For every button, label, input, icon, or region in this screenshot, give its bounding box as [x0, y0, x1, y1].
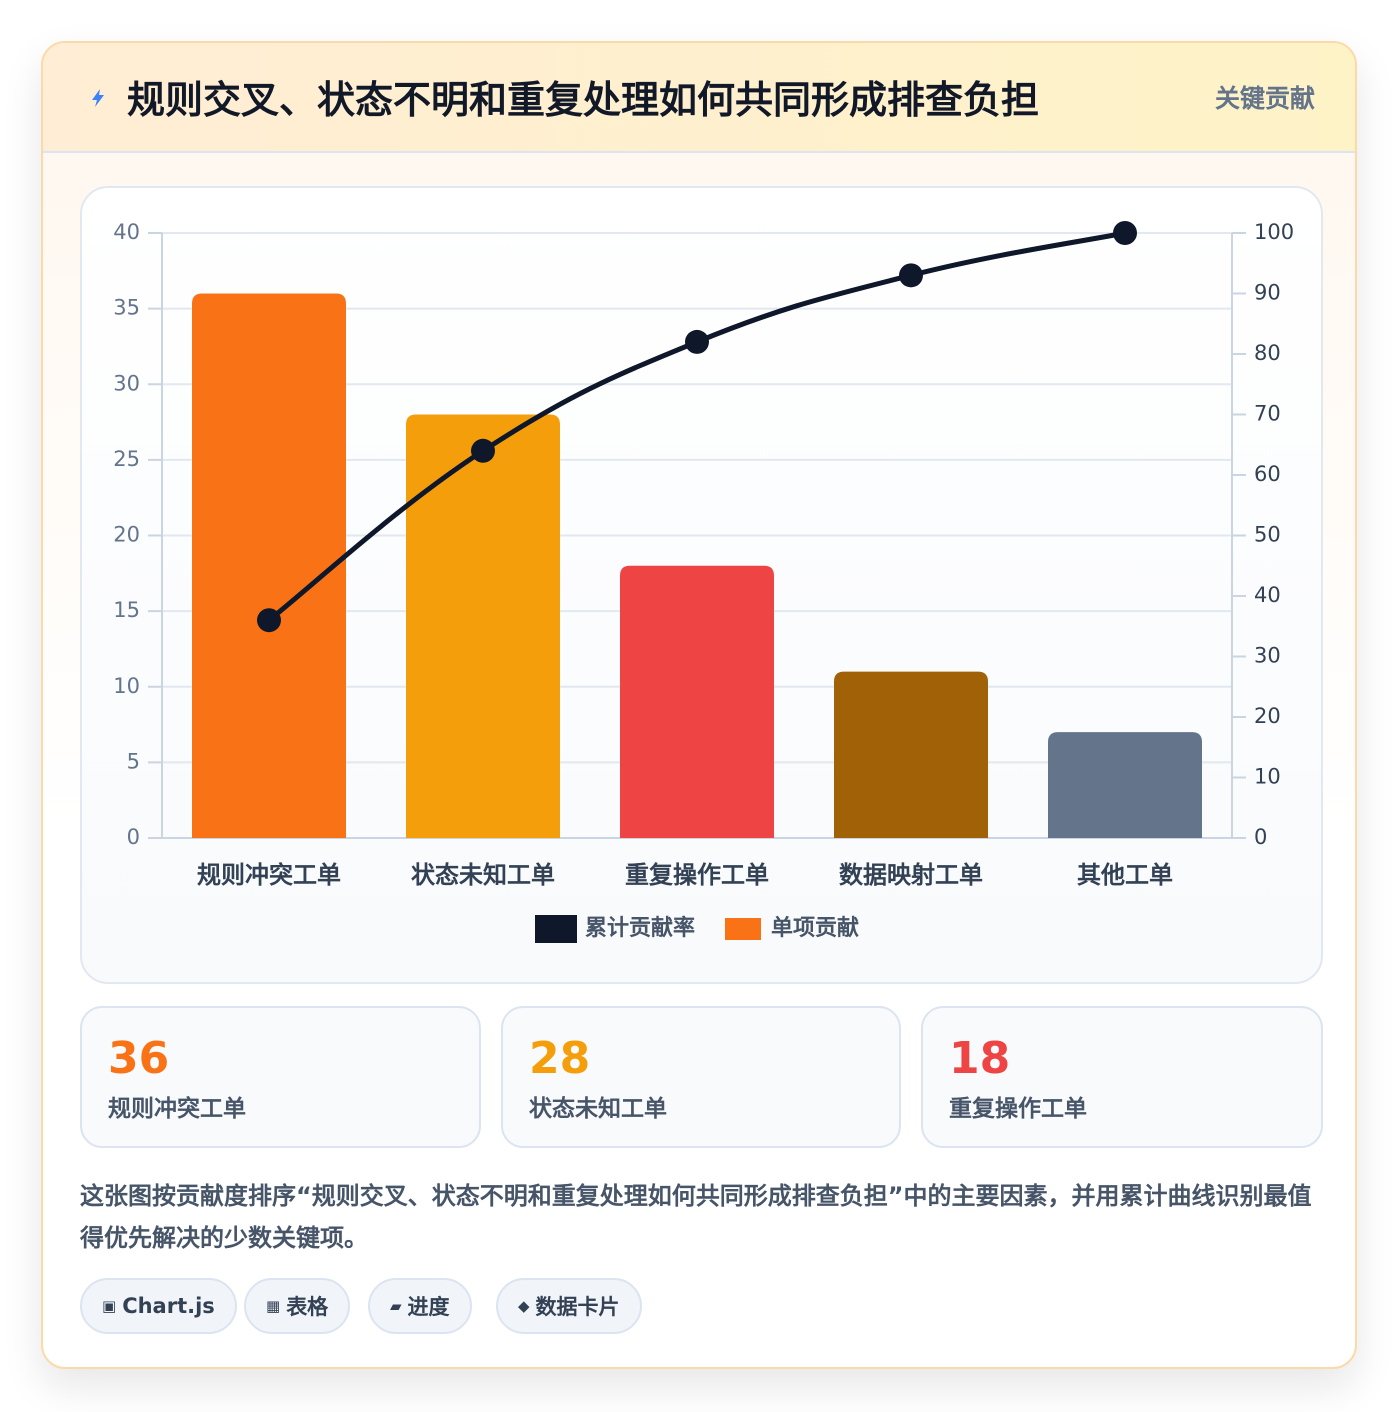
- y-right-tick-label: 100: [1254, 220, 1294, 244]
- report-card: 规则交叉、状态不明和重复处理如何共同形成排查负担 关键贡献 0 5 10 15 20 25…: [41, 41, 1357, 1369]
- x-tick-label: 状态未知工单: [411, 861, 555, 889]
- y-right-tick-label: 40: [1254, 583, 1281, 607]
- stat-value: 36: [108, 1033, 170, 1084]
- stat-label: 规则冲突工单: [108, 1096, 246, 1122]
- card-icon: ◆: [518, 1297, 530, 1315]
- y-left-tick-label: 0: [127, 825, 140, 849]
- bar: [406, 414, 560, 838]
- y-left-tick-label: 5: [127, 749, 140, 773]
- y-left-tick-label: 10: [113, 674, 140, 698]
- cumulative-point: [899, 263, 923, 288]
- stat-value: 28: [529, 1033, 591, 1084]
- header-badge: 关键贡献: [1214, 84, 1315, 113]
- stat-card: 18 重复操作工单: [921, 1006, 1323, 1148]
- y-right-tick-label: 50: [1254, 523, 1281, 547]
- stat-card: 36 规则冲突工单: [80, 1006, 481, 1148]
- legend-label: 累计贡献率: [585, 915, 695, 941]
- y-right-tick-label: 30: [1254, 644, 1281, 668]
- y-left-tick-label: 15: [113, 598, 140, 622]
- cumulative-point: [471, 438, 495, 463]
- x-tick-label: 规则冲突工单: [197, 861, 341, 889]
- stat-value: 18: [949, 1033, 1011, 1084]
- progress-icon: ▰: [390, 1297, 402, 1315]
- legend-label: 单项贡献: [771, 915, 859, 941]
- bar: [834, 671, 988, 838]
- cumulative-line: [266, 230, 1128, 623]
- y-right-tick-label: 60: [1254, 462, 1281, 486]
- cumulative-point: [257, 608, 281, 633]
- chip-label: 数据卡片: [535, 1295, 620, 1319]
- stat-card: 28 状态未知工单: [501, 1006, 901, 1148]
- chip-label: 表格: [286, 1295, 329, 1319]
- lightning-icon: [92, 89, 104, 107]
- chip-table[interactable]: ▦ 表格: [244, 1278, 351, 1334]
- cumulative-point: [1113, 221, 1137, 245]
- bar: [192, 293, 346, 838]
- y-right-tick-label: 0: [1254, 825, 1267, 849]
- page-title: 规则交叉、状态不明和重复处理如何共同形成排查负担: [127, 78, 1040, 122]
- chip-chartjs[interactable]: ▣ Chart.js: [80, 1278, 237, 1334]
- y-left-tick-label: 25: [113, 447, 140, 471]
- chip-data-card[interactable]: ◆ 数据卡片: [496, 1278, 642, 1334]
- bar: [1048, 732, 1202, 838]
- y-left-tick-label: 20: [113, 523, 140, 547]
- chart-panel: 0 5 10 15 20 25 30 35 40 0 10 20 30 40 50 60 70 80 90 100 规则…: [80, 186, 1323, 984]
- y-left-tick-label: 35: [113, 296, 140, 320]
- card-header: 规则交叉、状态不明和重复处理如何共同形成排查负担 关键贡献: [43, 43, 1355, 153]
- cumulative-point: [685, 329, 709, 354]
- y-right-tick-label: 70: [1254, 402, 1281, 426]
- y-right-tick-label: 20: [1254, 704, 1281, 728]
- table-icon: ▦: [266, 1297, 281, 1315]
- x-tick-label: 其他工单: [1077, 861, 1173, 889]
- x-tick-label: 重复操作工单: [625, 861, 769, 889]
- chip-label: Chart.js: [122, 1294, 215, 1318]
- chip-label: 进度: [407, 1295, 450, 1319]
- chip-progress[interactable]: ▰ 进度: [368, 1278, 472, 1334]
- stat-label: 状态未知工单: [529, 1096, 667, 1122]
- y-right-tick-label: 80: [1254, 341, 1281, 365]
- y-left-tick-label: 30: [113, 371, 140, 395]
- pareto-chart: 0 5 10 15 20 25 30 35 40 0 10 20 30 40 50 60 70 80 90 100 规则…: [113, 220, 1294, 943]
- y-left-tick-label: 40: [113, 220, 140, 244]
- legend-swatch: [725, 918, 761, 940]
- chart-description: 这张图按贡献度排序“规则交叉、状态不明和重复处理如何共同形成排查负担”中的主要因…: [80, 1182, 1312, 1252]
- x-tick-label: 数据映射工单: [839, 861, 983, 889]
- legend-swatch: [535, 915, 577, 943]
- stat-label: 重复操作工单: [949, 1096, 1087, 1122]
- bar: [620, 565, 774, 838]
- y-right-tick-label: 90: [1254, 281, 1281, 305]
- y-right-tick-label: 10: [1254, 765, 1281, 789]
- chart-icon: ▣: [102, 1297, 117, 1315]
